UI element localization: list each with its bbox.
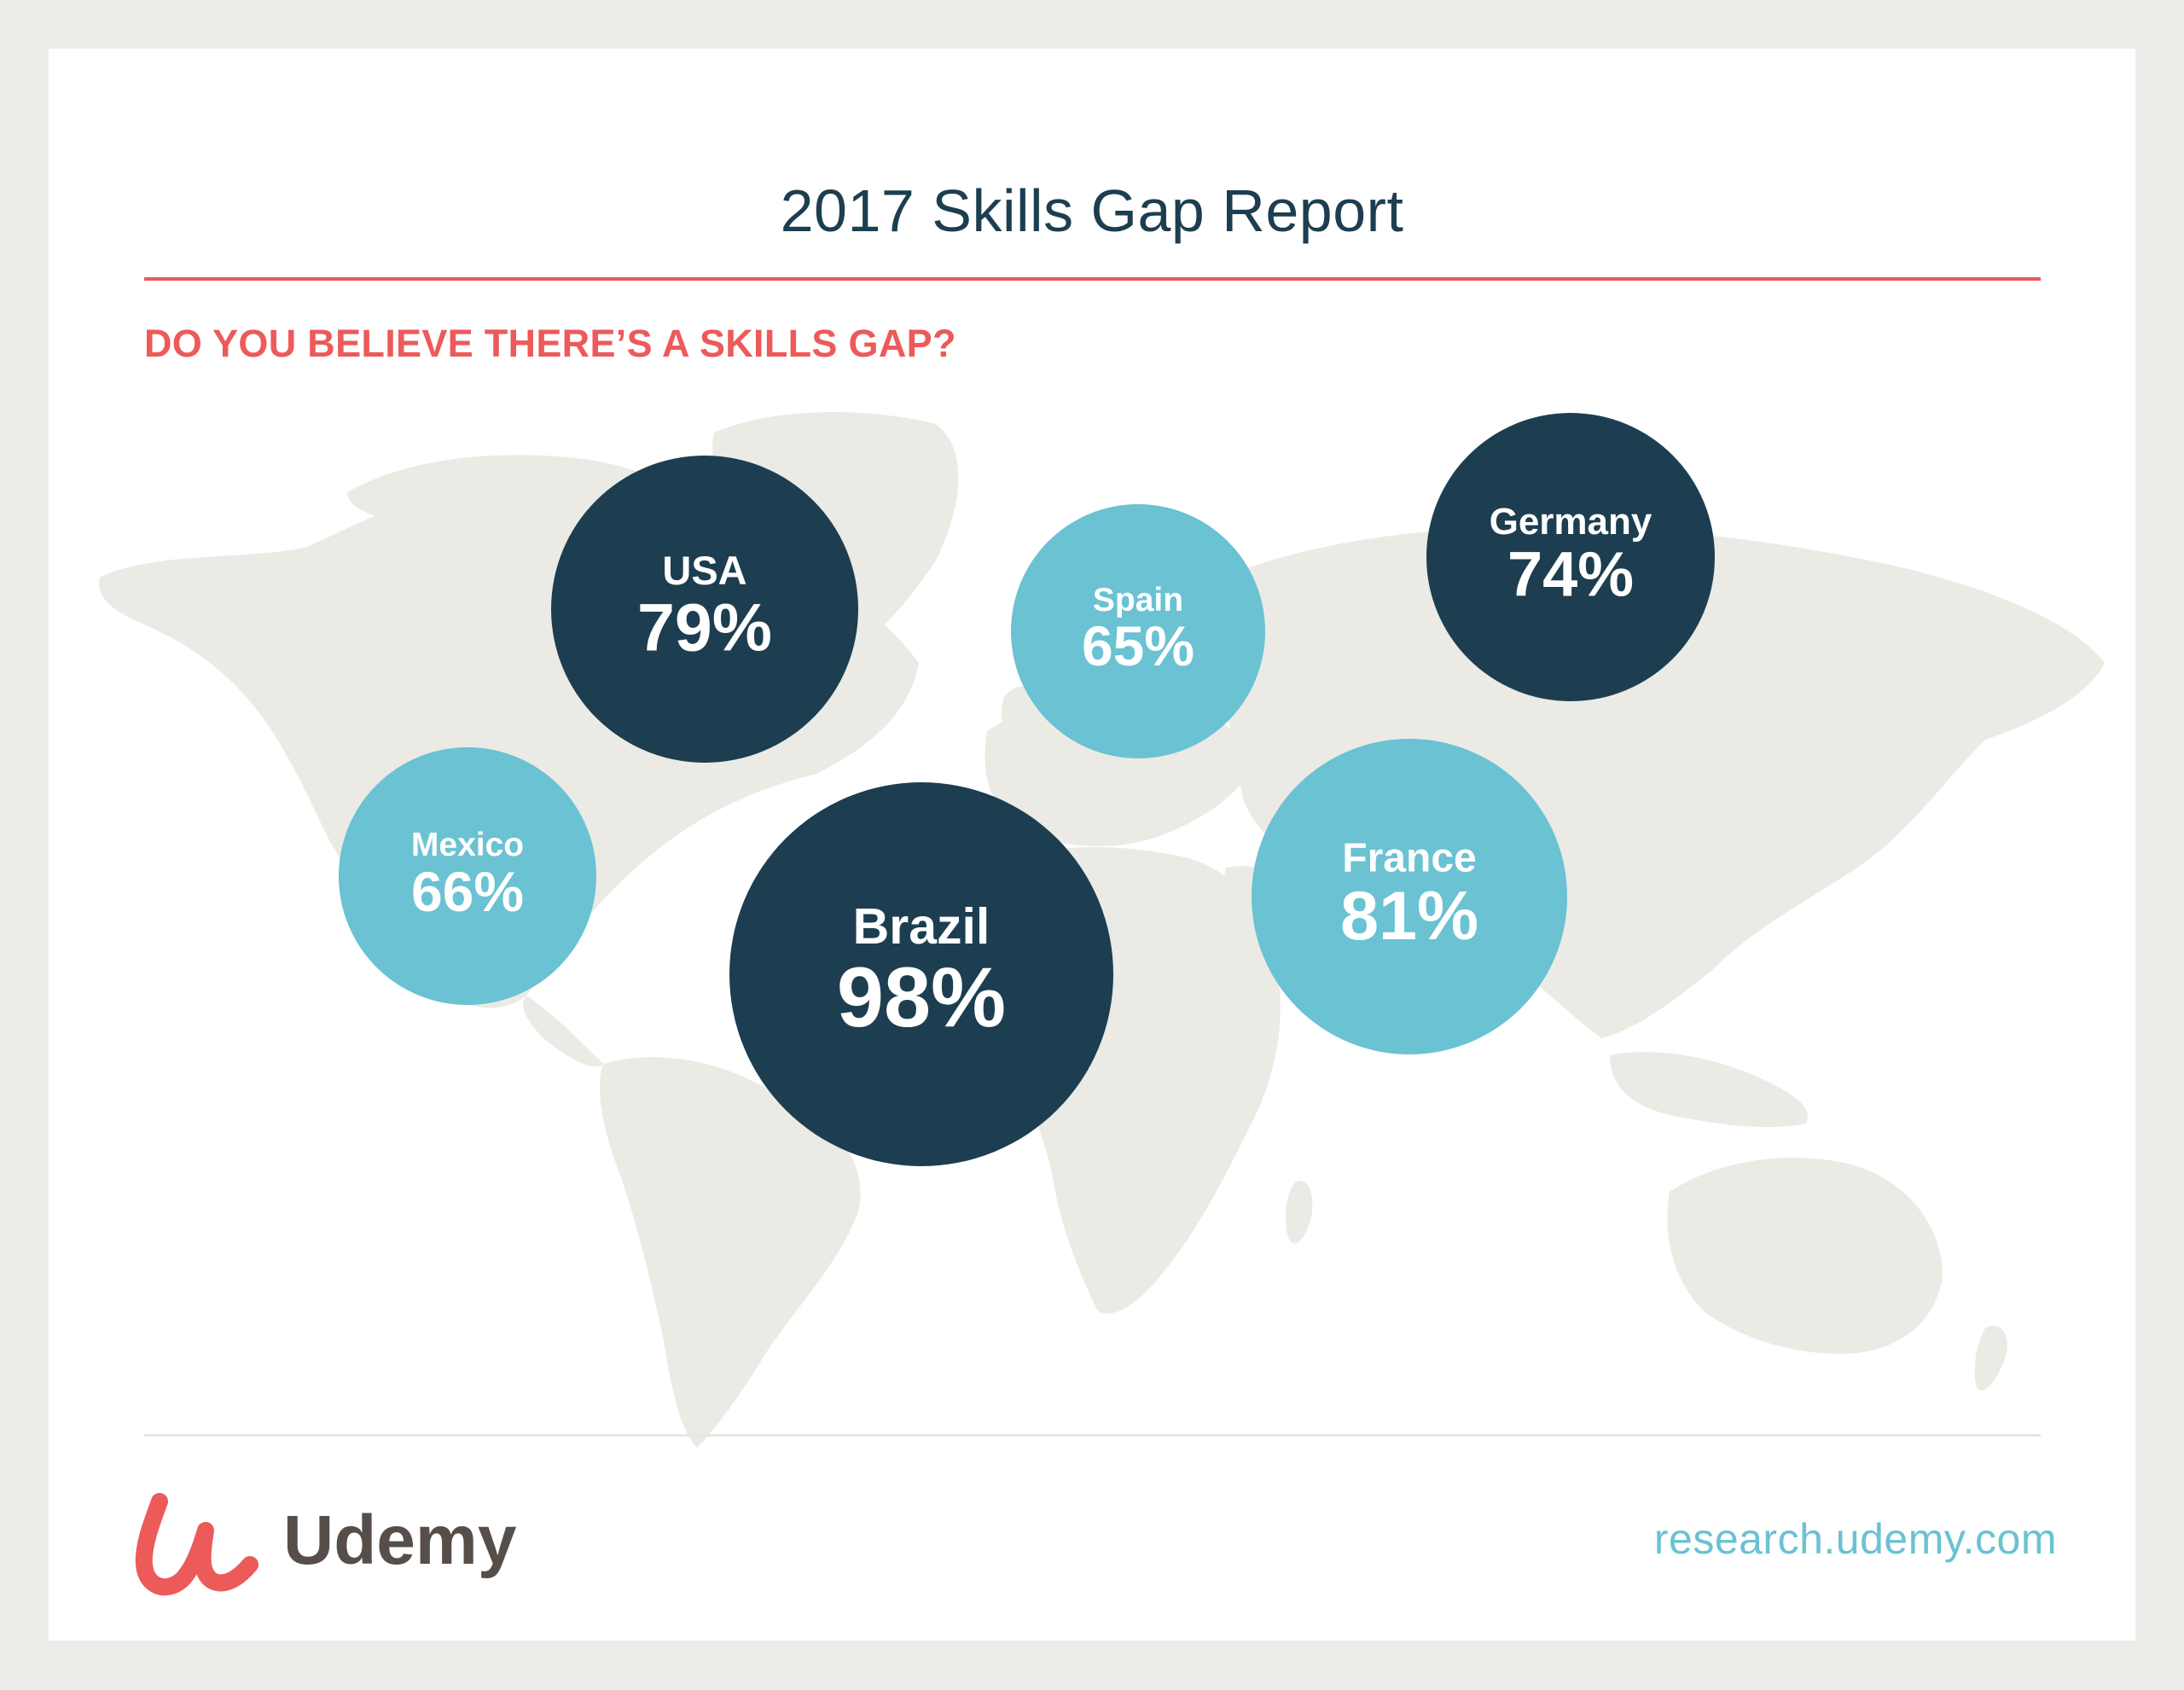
udemy-u-logo-icon [135, 1493, 258, 1596]
map-asia [1183, 526, 2105, 1038]
title-divider [144, 277, 2041, 281]
country-label-spain: Spain [1093, 582, 1183, 619]
bubble-circle-france [1252, 739, 1567, 1054]
map-japan [1785, 807, 1824, 902]
bubble-circle-brazil [729, 782, 1113, 1166]
value-label-usa: 79% [637, 589, 772, 665]
bubble-circle-germany [1426, 413, 1715, 701]
bubble-circle-spain [1011, 504, 1265, 758]
map-central-america [523, 996, 603, 1067]
chart-question: DO YOU BELIEVE THERE’S A SKILLS GAP? [144, 322, 956, 365]
country-label-usa: USA [662, 548, 746, 593]
page-title: 2017 Skills Gap Report [780, 177, 1404, 244]
country-label-germany: Germany [1490, 501, 1653, 543]
country-label-france: France [1342, 835, 1476, 880]
map-madagascar [1286, 1181, 1313, 1244]
report-card: 2017 Skills Gap Report DO YOU BELIEVE TH… [49, 49, 2135, 1641]
map-southeast-asia [1610, 1052, 1808, 1128]
map-south-america [600, 1057, 861, 1448]
value-label-germany: 74% [1507, 539, 1634, 610]
country-label-mexico: Mexico [411, 827, 524, 863]
map-australia [1667, 1158, 1943, 1354]
map-new-zealand [1974, 1325, 2007, 1391]
value-label-mexico: 66% [411, 860, 524, 923]
value-label-france: 81% [1340, 878, 1478, 955]
value-label-spain: 65% [1082, 614, 1194, 677]
bubble-circle-usa [551, 456, 858, 763]
research-link[interactable]: research.udemy.com [1653, 1515, 2057, 1563]
country-label-brazil: Brazil [853, 898, 990, 955]
value-label-brazil: 98% [837, 950, 1006, 1044]
bubble-circle-mexico [339, 747, 596, 1005]
brand-name: Udemy [283, 1501, 517, 1579]
footer-divider [144, 1434, 2041, 1437]
